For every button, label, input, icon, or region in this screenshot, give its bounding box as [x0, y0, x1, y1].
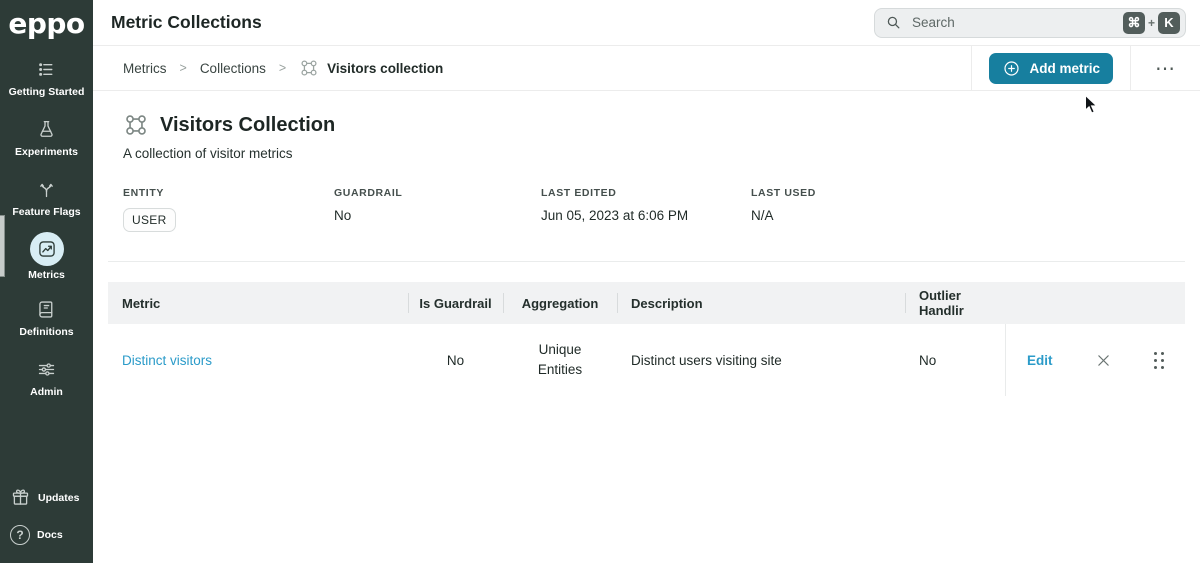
row-actions: Edit — [1005, 324, 1185, 396]
search-icon — [885, 14, 902, 31]
cell-description: Distinct users visiting site — [631, 352, 782, 368]
cell-outlier-handling: No — [919, 352, 937, 368]
sidebar-item-label: Metrics — [28, 269, 65, 282]
metadata-row: ENTITY USER GUARDRAIL No LAST EDITED Jun… — [123, 187, 1170, 232]
meta-label: LAST USED — [751, 187, 816, 199]
breadcrumb-current: Visitors collection — [327, 60, 444, 76]
column-header-description: Description — [617, 282, 905, 324]
table-header-row: Metric Is Guardrail Aggregation Descript… — [108, 282, 1185, 324]
collection-cluster-icon — [299, 58, 319, 78]
drag-handle-icon[interactable] — [1154, 351, 1164, 369]
meta-label: GUARDRAIL — [334, 187, 403, 199]
column-header-actions — [1005, 282, 1185, 324]
sidebar-item-experiments[interactable]: Experiments — [0, 107, 93, 167]
column-header-aggregation: Aggregation — [503, 282, 617, 324]
sidebar-item-label: Feature Flags — [12, 206, 81, 219]
metrics-table: Metric Is Guardrail Aggregation Descript… — [108, 282, 1185, 396]
chevron-right-icon: > — [179, 61, 187, 75]
sidebar-item-updates[interactable]: Updates — [10, 479, 93, 516]
main-area: Metric Collections ⌘ + K Metrics > Colle… — [93, 0, 1200, 563]
breadcrumb-actions: Add metric ⋯ — [971, 46, 1200, 90]
meta-value: Jun 05, 2023 at 6:06 PM — [541, 208, 689, 223]
meta-entity: ENTITY USER — [123, 187, 334, 232]
edit-button[interactable]: Edit — [1027, 352, 1053, 368]
section-divider — [108, 261, 1185, 262]
branch-arrows-icon — [36, 175, 57, 203]
meta-last-used: LAST USED N/A — [751, 187, 816, 232]
page-title: Visitors Collection — [160, 113, 336, 136]
search-input[interactable] — [910, 14, 1123, 31]
sidebar-item-docs[interactable]: ? Docs — [10, 516, 93, 553]
breadcrumb-bar: Metrics > Collections > Visitors collect… — [93, 46, 1200, 91]
book-icon — [36, 295, 57, 323]
more-options-button[interactable]: ⋯ — [1131, 46, 1200, 90]
sliders-icon — [36, 355, 57, 383]
plus-circle-icon — [1002, 59, 1021, 78]
sidebar-item-label: Docs — [37, 528, 63, 541]
sidebar-item-label: Definitions — [19, 326, 74, 339]
sidebar-item-label: Updates — [38, 491, 80, 504]
sidebar-item-definitions[interactable]: Definitions — [0, 287, 93, 347]
sidebar-item-admin[interactable]: Admin — [0, 347, 93, 407]
close-icon — [1095, 352, 1112, 369]
column-header-outlier-handling: Outlier Handlir — [905, 282, 1005, 324]
eppo-logo[interactable]: eppo — [8, 7, 85, 40]
k-key-icon: K — [1158, 11, 1180, 34]
vertical-divider — [971, 46, 973, 90]
content-area: Visitors Collection A collection of visi… — [93, 91, 1200, 563]
sidebar-item-metrics[interactable]: Metrics — [0, 227, 93, 287]
meta-label: LAST EDITED — [541, 187, 617, 199]
sidebar: eppo Getting Started Experiments — [0, 0, 93, 563]
page-head: Visitors Collection — [123, 112, 1170, 138]
sidebar-bottom: Updates ? Docs — [0, 479, 93, 563]
page-header-title: Metric Collections — [111, 12, 262, 32]
vertical-divider — [1130, 46, 1131, 90]
shortcut-plus: + — [1147, 15, 1155, 30]
column-header-is-guardrail: Is Guardrail — [408, 282, 503, 324]
metrics-chart-icon — [29, 232, 64, 267]
ellipsis-icon: ⋯ — [1155, 57, 1176, 80]
cell-is-guardrail: No — [446, 352, 465, 368]
meta-value: N/A — [751, 208, 774, 223]
sidebar-scrollbar-thumb[interactable] — [0, 215, 5, 277]
command-key-icon: ⌘ — [1122, 11, 1145, 34]
metric-name-link[interactable]: Distinct visitors — [122, 352, 213, 368]
chevron-right-icon: > — [278, 61, 287, 75]
search-box[interactable]: ⌘ + K — [874, 7, 1186, 38]
meta-last-edited: LAST EDITED Jun 05, 2023 at 6:06 PM — [541, 187, 751, 232]
column-header-metric: Metric — [122, 295, 161, 311]
add-metric-button[interactable]: Add metric — [989, 53, 1113, 84]
table-row: Distinct visitors No Unique Entities Dis… — [108, 324, 1185, 396]
getting-started-list-icon — [36, 55, 57, 83]
sidebar-item-label: Admin — [30, 386, 63, 399]
collection-cluster-icon — [123, 112, 149, 138]
entity-badge: USER — [123, 208, 176, 232]
meta-value: No — [334, 208, 352, 223]
sidebar-item-getting-started[interactable]: Getting Started — [0, 47, 93, 107]
cell-aggregation: Unique Entities — [537, 342, 583, 377]
breadcrumb-collections[interactable]: Collections — [199, 60, 266, 76]
sidebar-item-label: Getting Started — [8, 86, 85, 99]
add-metric-label: Add metric — [1029, 61, 1100, 76]
sidebar-nav: Getting Started Experiments Feature — [0, 47, 93, 407]
meta-label: ENTITY — [123, 187, 164, 199]
top-bar: Metric Collections ⌘ + K — [93, 0, 1200, 46]
breadcrumb-metrics[interactable]: Metrics — [123, 60, 167, 76]
sidebar-item-label: Experiments — [14, 146, 79, 159]
sidebar-item-feature-flags[interactable]: Feature Flags — [0, 167, 93, 227]
remove-metric-button[interactable] — [1095, 352, 1112, 369]
flask-icon — [36, 115, 57, 143]
question-icon: ? — [10, 524, 30, 545]
meta-guardrail: GUARDRAIL No — [334, 187, 541, 232]
gift-icon — [10, 487, 31, 508]
page-subtitle: A collection of visitor metrics — [123, 146, 293, 161]
